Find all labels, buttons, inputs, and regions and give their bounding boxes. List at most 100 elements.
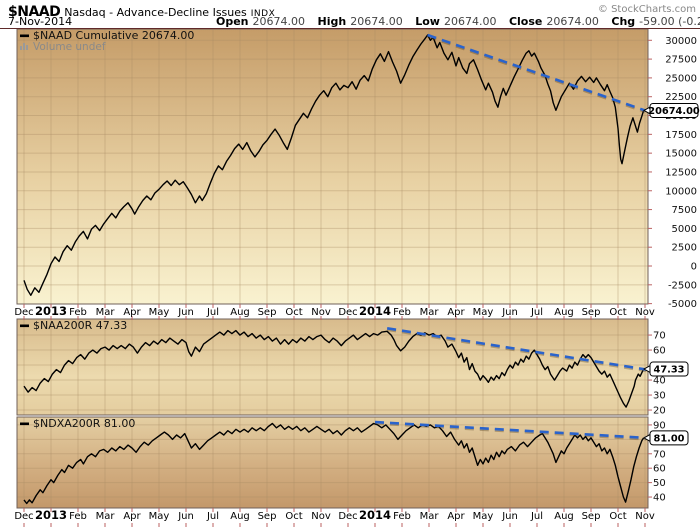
main-price-line [23, 34, 645, 296]
xtick-label: Apr [123, 511, 141, 522]
x-axis-row-1: Dec 2013 Feb Mar Apr May Jun Jul Aug Sep Oct Nov Dec… [14, 304, 655, 320]
xtick-label: Jul [530, 511, 543, 522]
xtick-label: Dec [338, 511, 357, 522]
main-ytick-label: 12500 [665, 167, 697, 178]
main-ytick-label: 27500 [665, 55, 697, 66]
xtick-label: Apr [447, 511, 465, 522]
volume-bars-icon [20, 46, 22, 50]
xtick-label: Sep [582, 511, 601, 522]
naa200r-ytick-label: 20 [653, 406, 666, 417]
xtick-label: Nov [635, 307, 655, 318]
ndxa200r-ytick-label: 60 [653, 464, 666, 475]
volume-bars-icon [26, 45, 28, 50]
xtick-label: Mar [96, 511, 116, 522]
xtick-label: Mar [96, 307, 116, 318]
high-label: High [317, 15, 347, 28]
xtick-label: Dec [338, 307, 357, 318]
ndxa200r-price-line [23, 422, 645, 505]
ohlc-values: Open 20674.00 High 20674.00 Low 20674.00 Cl… [216, 15, 700, 28]
xtick-label: Mar [420, 511, 440, 522]
xtick-label: Nov [311, 307, 331, 318]
naa200r-trendline-shadow [386, 328, 647, 373]
xtick-label: Dec [14, 511, 33, 522]
chg-label: Chg [611, 15, 636, 28]
ndxa200r-legend: $NDXA200R 81.00 [33, 417, 135, 430]
naa200r-trendline [386, 327, 647, 371]
exchange-label: INDX [250, 9, 276, 19]
quote-date: 7-Nov-2014 [8, 15, 73, 28]
main-value-box [649, 102, 699, 118]
ndxa200r-ytick-label: 90 [653, 420, 666, 431]
panel-ndxa200r: 90 70 60 50 40 81.00 $NDXA200R 81.00 [16, 416, 689, 509]
xtick-label: Sep [582, 307, 601, 318]
xtick-label: Aug [554, 307, 574, 318]
ndxa200r-ytick-label: 40 [653, 493, 666, 504]
main-ytick-label: 22500 [665, 92, 697, 103]
xtick-label: Feb [69, 307, 87, 318]
xtick-label: Jun [177, 511, 194, 522]
main-legend: $NAAD Cumulative 20674.00 [33, 29, 194, 42]
main-ytick-label: 5000 [672, 224, 697, 235]
main-ytick-label: 7500 [672, 205, 697, 216]
naa200r-price-line [23, 329, 645, 408]
xtick-label: Feb [393, 307, 411, 318]
naa200r-legend: $NAA200R 47.33 [33, 319, 127, 332]
xtick-label: Aug [230, 307, 250, 318]
xtick-label: May [149, 511, 170, 522]
xtick-label: Feb [393, 511, 411, 522]
chg-value: -59.00 (-0.28%) [639, 15, 700, 28]
low-value: 20674.00 [443, 15, 497, 28]
ndxa200r-border [16, 416, 649, 509]
naa200r-plot-background [17, 319, 648, 415]
naa200r-value-box [649, 361, 689, 377]
high-value: 20674.00 [350, 15, 403, 28]
low-label: Low [415, 15, 440, 28]
xtick-label: Apr [123, 307, 141, 318]
open-label: Open [216, 15, 249, 28]
xtick-label: Dec [14, 307, 33, 318]
main-ytick-label: -2500 [668, 280, 697, 291]
ndxa200r-value-box-text: 81.00 [654, 434, 685, 445]
main-ytick-label: 30000 [665, 36, 697, 47]
main-ytick-label: 2500 [672, 243, 697, 254]
xtick-label: Jun [501, 307, 518, 318]
xtick-label: Oct [609, 511, 626, 522]
symbol: $NAAD [8, 4, 61, 20]
xtick-label: Oct [285, 511, 302, 522]
xtick-label: 2014 [359, 304, 391, 318]
xtick-label: Aug [554, 511, 574, 522]
naa200r-ytick-label: 30 [653, 391, 666, 402]
xtick-label: Nov [635, 511, 655, 522]
main-ytick-label: 0 [691, 262, 697, 273]
volume-bars-icon [23, 43, 25, 50]
copyright: © StockCharts.com [597, 4, 696, 15]
xtick-label: Oct [285, 307, 302, 318]
xtick-label: Sep [258, 511, 277, 522]
ndxa200r-trendline [374, 420, 647, 440]
open-value: 20674.00 [252, 15, 306, 28]
naa200r-ytick-label: 40 [653, 376, 666, 387]
xtick-label: May [149, 307, 170, 318]
xtick-label: Jul [206, 511, 219, 522]
main-trendline-shadow [427, 35, 646, 114]
xtick-label: Feb [69, 511, 87, 522]
xtick-label: Oct [609, 307, 626, 318]
main-legend-swatch [20, 34, 29, 38]
xtick-label: May [473, 307, 494, 318]
ndxa200r-legend-swatch [20, 422, 29, 426]
main-ytick-label: 15000 [665, 149, 697, 160]
xtick-label: Aug [230, 511, 250, 522]
xtick-label: Nov [311, 511, 331, 522]
main-trendline [427, 33, 646, 112]
ndxa200r-trendline-shadow [374, 422, 647, 441]
chart-header: $NAAD Nasdaq - Advance-Decline Issues INDX… [8, 1, 696, 20]
main-value-box-text: 20674.00 [648, 106, 700, 117]
xtick-label: Jun [177, 307, 194, 318]
x-axis-row-2: Dec 2013 Feb Mar Apr May Jun Jul Aug Sep Oct Nov Dec… [14, 508, 655, 527]
panel-main: 3000027500250002250020000175001500012500… [16, 28, 700, 310]
xtick-label: Apr [447, 307, 465, 318]
ndxa200r-ytick-label: 70 [653, 449, 666, 460]
xtick-label: 2013 [35, 304, 67, 318]
